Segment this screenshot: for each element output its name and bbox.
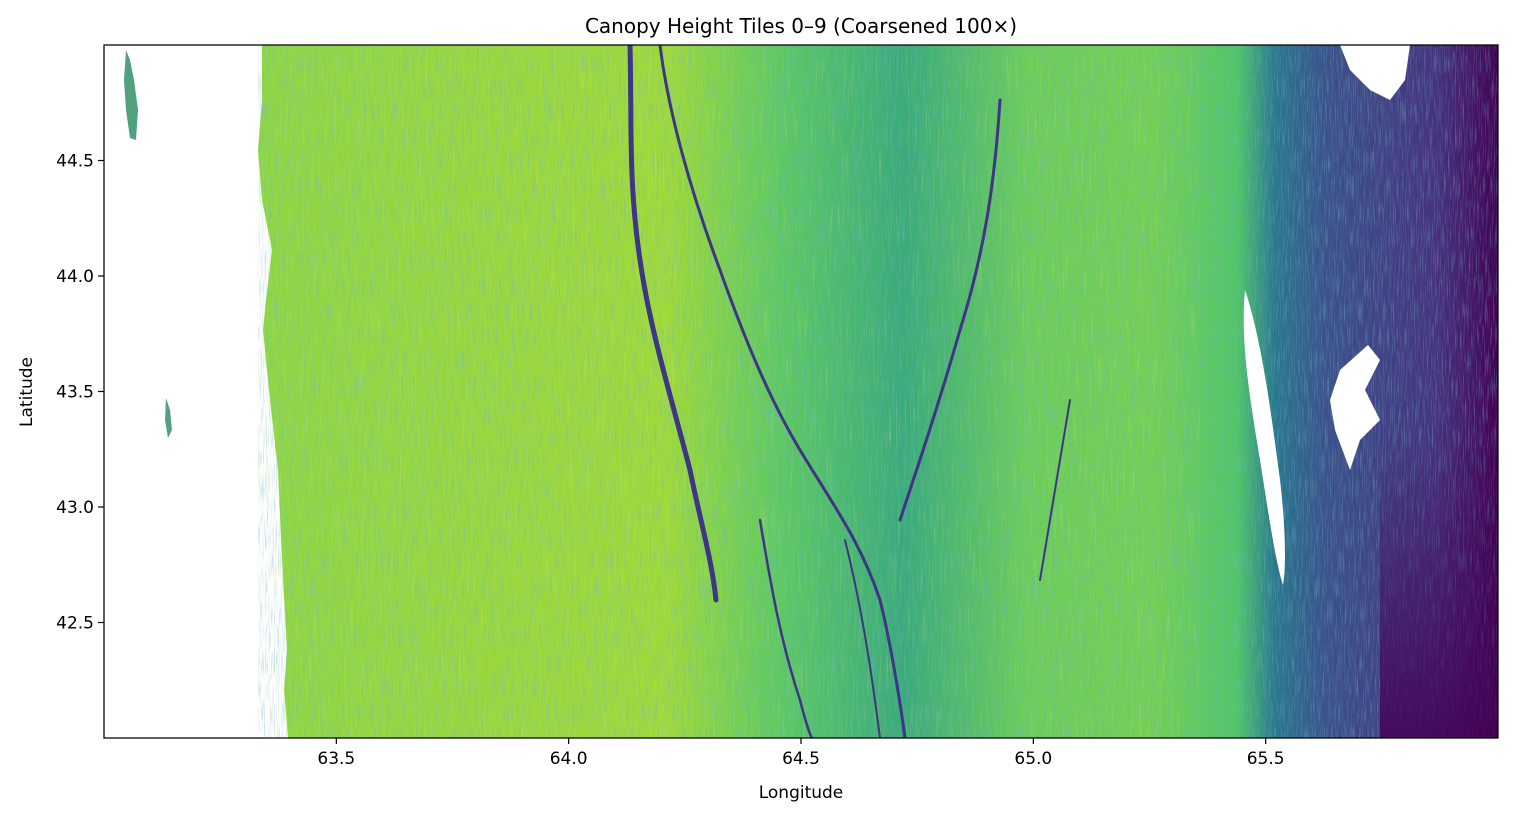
canopy-highlights (258, 45, 1200, 738)
y-axis-label: Latitude (17, 357, 37, 427)
y-axis: 42.5 43.0 43.5 44.0 44.5 (56, 152, 104, 634)
y-tick-label: 43.0 (56, 498, 94, 518)
y-tick-label: 44.5 (56, 152, 94, 172)
island-south (165, 398, 172, 438)
heatmap-layer (124, 45, 1498, 738)
chart-title: Canopy Height Tiles 0–9 (Coarsened 100×) (585, 14, 1017, 38)
x-tick-label: 64.0 (550, 749, 588, 769)
x-tick-label: 64.5 (782, 749, 820, 769)
lake-east (1330, 345, 1380, 470)
lake-north-east (1340, 45, 1410, 100)
x-tick-label: 63.5 (317, 749, 355, 769)
x-tick-label: 65.5 (1247, 749, 1285, 769)
southeast-dark-shade (1380, 45, 1498, 738)
lake-long (1243, 290, 1285, 585)
y-tick-label: 43.5 (56, 383, 94, 403)
y-tick-label: 42.5 (56, 614, 94, 634)
x-axis: 63.5 64.0 64.5 65.0 65.5 (317, 738, 1285, 769)
x-axis-label: Longitude (759, 783, 844, 803)
river-channels (627, 45, 1071, 738)
island-north (124, 50, 138, 140)
y-tick-label: 44.0 (56, 267, 94, 287)
x-tick-label: 65.0 (1014, 749, 1052, 769)
